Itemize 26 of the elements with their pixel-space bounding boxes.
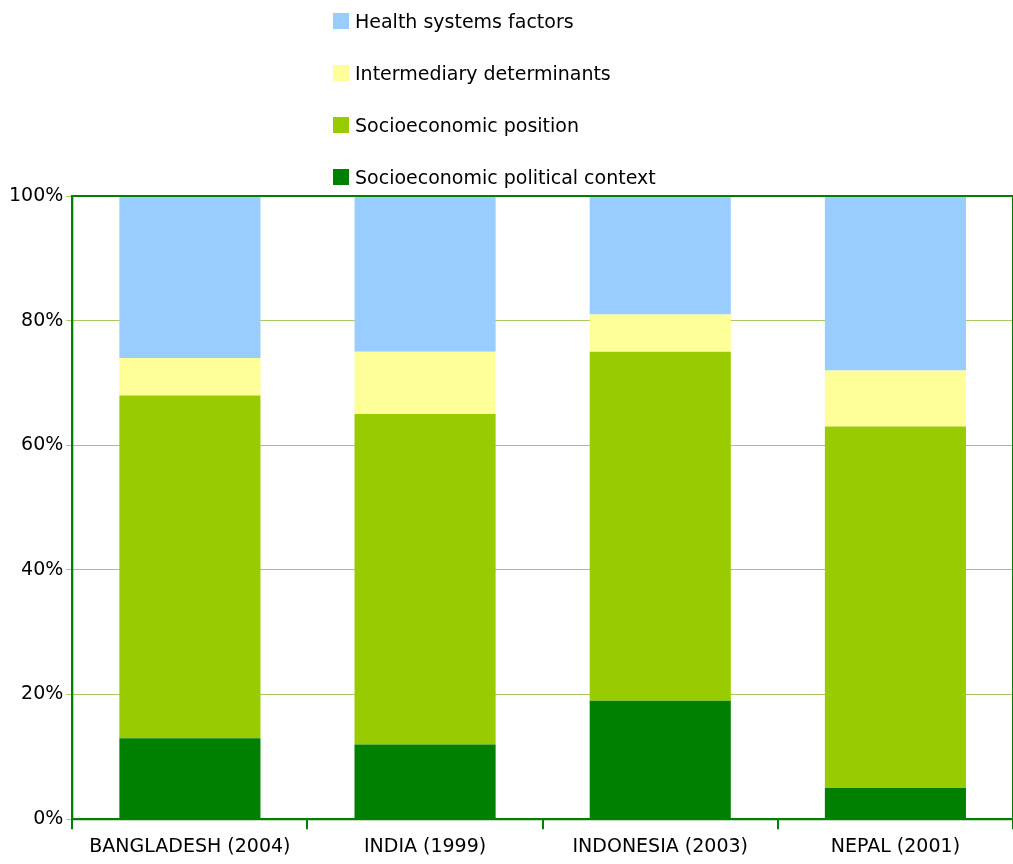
y-tick-label: 100% [8,182,64,205]
bar [824,426,966,789]
bar [354,351,496,415]
bar [589,351,731,701]
bar [589,196,731,315]
bar [119,358,261,396]
legend-label: Socioeconomic position [355,114,579,136]
bar [354,414,496,745]
x-tick-label: INDIA (1999) [363,833,487,856]
y-tick-label: 20% [21,681,64,704]
legend-label: Health systems factors [355,10,574,32]
bar [119,196,261,359]
legend-label: Socioeconomic political context [355,166,656,188]
x-tick-label: NEPAL (2001) [830,833,961,856]
y-tick-label: 60% [21,432,64,455]
x-tick-label: BANGLADESH (2004) [89,833,291,856]
y-tick-label: 80% [21,307,64,330]
bar [119,395,261,739]
legend-label: Intermediary determinants [355,62,611,84]
y-tick-label: 40% [21,556,64,579]
bar [589,314,731,352]
bar [824,370,966,427]
y-tick-label: 0% [33,806,64,829]
x-tick-label: INDONESIA (2003) [572,833,748,856]
bar [824,196,966,371]
bar [354,196,496,352]
